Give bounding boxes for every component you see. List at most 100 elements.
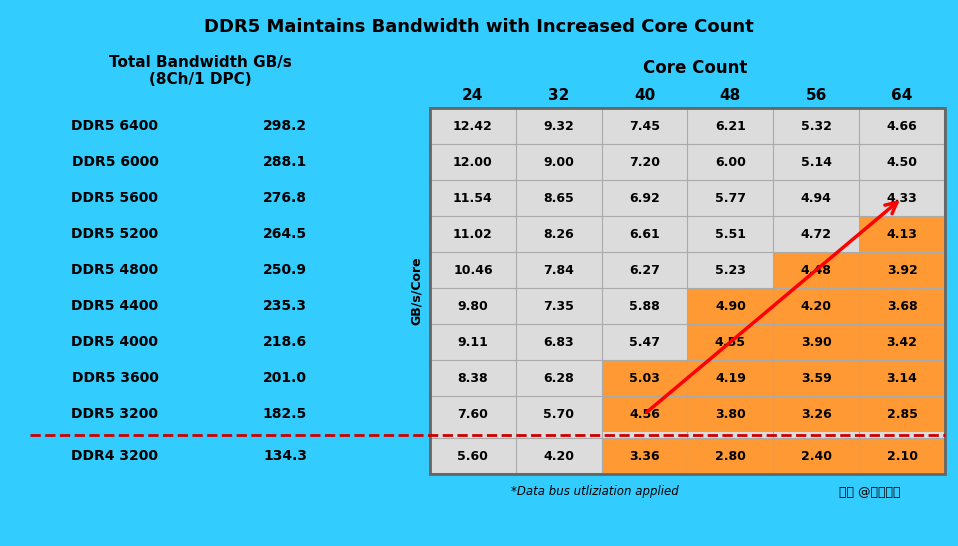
Text: 24: 24: [462, 88, 484, 104]
Text: 40: 40: [634, 88, 655, 104]
Bar: [859, 438, 945, 474]
Text: 32: 32: [548, 88, 569, 104]
Text: 218.6: 218.6: [262, 335, 308, 349]
Text: 5.60: 5.60: [458, 449, 489, 462]
Bar: [773, 438, 859, 474]
Text: 9.00: 9.00: [543, 156, 574, 169]
Bar: [602, 396, 688, 432]
Text: 6.27: 6.27: [629, 264, 660, 276]
Text: 12.00: 12.00: [453, 156, 492, 169]
Bar: [773, 360, 859, 396]
Bar: [688, 288, 773, 324]
Text: 9.80: 9.80: [458, 300, 489, 312]
Text: 4.94: 4.94: [801, 192, 832, 205]
Text: 4.48: 4.48: [801, 264, 832, 276]
Text: 134.3: 134.3: [263, 449, 307, 463]
Text: 4.66: 4.66: [887, 120, 918, 133]
Text: DDR5 6000: DDR5 6000: [72, 155, 158, 169]
Text: 4.90: 4.90: [715, 300, 746, 312]
Bar: [602, 360, 688, 396]
Text: 3.90: 3.90: [801, 335, 832, 348]
Text: DDR5 5600: DDR5 5600: [72, 191, 158, 205]
Text: DDR5 6400: DDR5 6400: [72, 119, 158, 133]
Text: 4.13: 4.13: [887, 228, 918, 240]
Text: 6.83: 6.83: [543, 335, 574, 348]
Text: 5.88: 5.88: [629, 300, 660, 312]
Text: 7.60: 7.60: [458, 407, 489, 420]
Text: 7.20: 7.20: [629, 156, 660, 169]
Text: 8.38: 8.38: [458, 371, 489, 384]
Text: 8.26: 8.26: [543, 228, 574, 240]
Text: 2.10: 2.10: [886, 449, 918, 462]
Bar: [430, 108, 945, 474]
Text: 3.59: 3.59: [801, 371, 832, 384]
Text: 3.36: 3.36: [629, 449, 660, 462]
Text: 4.72: 4.72: [801, 228, 832, 240]
Bar: [859, 360, 945, 396]
Text: 7.84: 7.84: [543, 264, 574, 276]
Text: 12.42: 12.42: [453, 120, 492, 133]
Text: DDR5 Maintains Bandwidth with Increased Core Count: DDR5 Maintains Bandwidth with Increased …: [204, 18, 754, 36]
Text: 4.55: 4.55: [715, 335, 746, 348]
Bar: [688, 324, 773, 360]
Text: 4.20: 4.20: [543, 449, 574, 462]
Text: 5.14: 5.14: [801, 156, 832, 169]
Text: 201.0: 201.0: [263, 371, 307, 385]
Bar: [859, 288, 945, 324]
Text: 知乎 @宇芯电子: 知乎 @宇芯电子: [839, 485, 901, 498]
Text: 6.00: 6.00: [715, 156, 746, 169]
Text: 5.77: 5.77: [715, 192, 746, 205]
Text: Core Count: Core Count: [643, 59, 747, 77]
Text: DDR5 3600: DDR5 3600: [72, 371, 158, 385]
Text: 235.3: 235.3: [263, 299, 307, 313]
Text: 6.28: 6.28: [543, 371, 574, 384]
Text: 4.33: 4.33: [887, 192, 918, 205]
Text: 7.45: 7.45: [629, 120, 660, 133]
Text: (8Ch/1 DPC): (8Ch/1 DPC): [148, 73, 251, 87]
Text: 3.80: 3.80: [715, 407, 745, 420]
Text: 4.56: 4.56: [629, 407, 660, 420]
Text: 4.50: 4.50: [886, 156, 918, 169]
Text: 64: 64: [891, 88, 913, 104]
Text: 6.92: 6.92: [629, 192, 660, 205]
Bar: [688, 360, 773, 396]
Bar: [859, 252, 945, 288]
Bar: [773, 324, 859, 360]
Text: DDR5 5200: DDR5 5200: [72, 227, 159, 241]
Text: 5.32: 5.32: [801, 120, 832, 133]
Text: 3.42: 3.42: [887, 335, 918, 348]
Text: 9.32: 9.32: [543, 120, 574, 133]
Text: 3.26: 3.26: [801, 407, 832, 420]
Text: 2.80: 2.80: [715, 449, 746, 462]
Text: 250.9: 250.9: [263, 263, 307, 277]
Text: 5.23: 5.23: [715, 264, 746, 276]
Text: 5.03: 5.03: [629, 371, 660, 384]
Text: GB/s/Core: GB/s/Core: [409, 257, 422, 325]
Text: DDR5 4000: DDR5 4000: [72, 335, 158, 349]
Text: 9.11: 9.11: [458, 335, 489, 348]
Bar: [602, 438, 688, 474]
Bar: [430, 108, 945, 474]
Text: 7.35: 7.35: [543, 300, 574, 312]
Text: 5.70: 5.70: [543, 407, 574, 420]
Text: 3.68: 3.68: [887, 300, 918, 312]
Text: 4.19: 4.19: [715, 371, 746, 384]
Text: 5.51: 5.51: [715, 228, 746, 240]
Bar: [773, 396, 859, 432]
Bar: [688, 396, 773, 432]
Text: DDR5 4400: DDR5 4400: [72, 299, 159, 313]
Text: DDR4 3200: DDR4 3200: [72, 449, 158, 463]
Text: 10.46: 10.46: [453, 264, 492, 276]
Text: 3.92: 3.92: [887, 264, 918, 276]
Text: 5.47: 5.47: [629, 335, 660, 348]
Bar: [773, 252, 859, 288]
Bar: [688, 438, 773, 474]
Text: 11.54: 11.54: [453, 192, 492, 205]
Text: 298.2: 298.2: [262, 119, 308, 133]
Text: 6.61: 6.61: [629, 228, 660, 240]
Text: 48: 48: [719, 88, 741, 104]
Bar: [859, 324, 945, 360]
Text: DDR5 4800: DDR5 4800: [72, 263, 159, 277]
Text: DDR5 3200: DDR5 3200: [72, 407, 158, 421]
Text: 182.5: 182.5: [262, 407, 308, 421]
